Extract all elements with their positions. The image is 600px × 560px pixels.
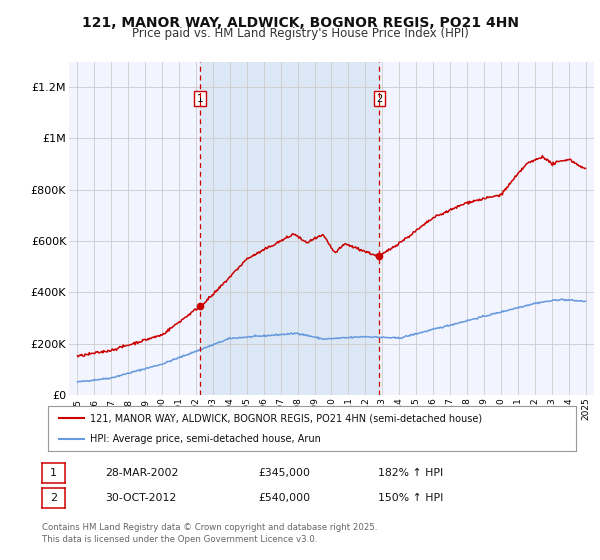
Text: 1: 1 [197,94,203,104]
Text: 2: 2 [376,94,383,104]
Text: 121, MANOR WAY, ALDWICK, BOGNOR REGIS, PO21 4HN: 121, MANOR WAY, ALDWICK, BOGNOR REGIS, P… [82,16,518,30]
Text: 121, MANOR WAY, ALDWICK, BOGNOR REGIS, PO21 4HN (semi-detached house): 121, MANOR WAY, ALDWICK, BOGNOR REGIS, P… [90,413,482,423]
Text: £345,000: £345,000 [258,468,310,478]
Text: 182% ↑ HPI: 182% ↑ HPI [378,468,443,478]
Bar [200,62,379,395]
Text: 150% ↑ HPI: 150% ↑ HPI [378,493,443,503]
Text: HPI: Average price, semi-detached house, Arun: HPI: Average price, semi-detached house,… [90,433,321,444]
Text: £540,000: £540,000 [258,493,310,503]
Text: Price paid vs. HM Land Registry's House Price Index (HPI): Price paid vs. HM Land Registry's House … [131,27,469,40]
Text: 1: 1 [50,468,57,478]
Text: Contains HM Land Registry data © Crown copyright and database right 2025.
This d: Contains HM Land Registry data © Crown c… [42,523,377,544]
Text: 28-MAR-2002: 28-MAR-2002 [105,468,178,478]
Text: 2: 2 [50,493,57,503]
Text: 30-OCT-2012: 30-OCT-2012 [105,493,176,503]
